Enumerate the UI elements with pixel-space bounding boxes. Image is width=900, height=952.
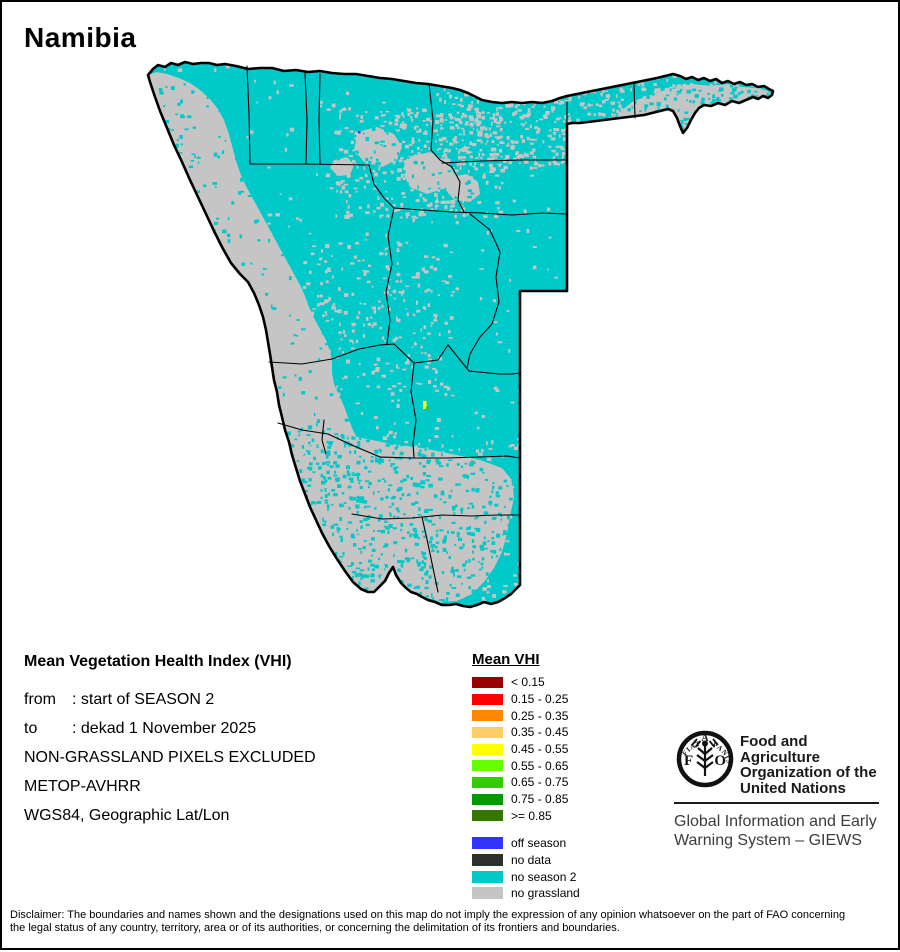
legend-row: off season xyxy=(472,835,580,852)
legend-label: no season 2 xyxy=(511,869,577,884)
legend-swatch xyxy=(472,760,503,772)
logo-slashes xyxy=(691,738,719,748)
legend-swatch xyxy=(472,726,503,738)
legend-label: 0.15 - 0.25 xyxy=(511,692,569,707)
legend-row: >= 0.85 xyxy=(472,808,568,825)
legend-row: 0.65 - 0.75 xyxy=(472,774,568,791)
legend-swatch xyxy=(472,837,503,850)
legend-swatch xyxy=(472,693,503,705)
legend-label: no grassland xyxy=(511,886,580,901)
fao-letter-f: F xyxy=(684,753,693,769)
info-line: METOP-AVHRR xyxy=(24,772,454,801)
info-line: NON-GRASSLAND PIXELS EXCLUDED xyxy=(24,743,454,772)
giews-name: Global Information and Early Warning Sys… xyxy=(674,813,877,850)
legend-label: 0.35 - 0.45 xyxy=(511,725,569,740)
legend-label: 0.25 - 0.35 xyxy=(511,708,569,723)
legend-swatch xyxy=(472,810,503,822)
legend-swatch xyxy=(472,743,503,755)
legend-row: 0.75 - 0.85 xyxy=(472,791,568,808)
fao-divider-line xyxy=(674,802,879,804)
map-raster-layer xyxy=(148,62,773,607)
info-heading: Mean Vegetation Health Index (VHI) xyxy=(24,653,292,670)
legend-swatch xyxy=(472,776,503,788)
fao-logo: F A O FIAT PANIS xyxy=(676,730,734,788)
fao-org-name: Food and Agriculture Organization of the… xyxy=(740,734,890,796)
status-legend: off season no data no season 2 no grassland xyxy=(472,835,580,902)
disclaimer-text: Disclaimer: The boundaries and names sho… xyxy=(10,909,846,934)
legend-label: off season xyxy=(511,836,567,851)
info-lines: from : start of SEASON 2 to : dekad 1 Novem… xyxy=(24,685,454,830)
vhi-anomaly-pixel-green xyxy=(426,407,429,410)
legend-swatch xyxy=(472,793,503,805)
info-line-label: from xyxy=(24,691,56,708)
legend-swatch xyxy=(472,676,503,688)
legend-row: no season 2 xyxy=(472,868,580,885)
vhi-legend: Mean VHI < 0.15 0.15 - 0.25 0.25 - 0.35 0.3… xyxy=(472,651,568,824)
legend-row: 0.45 - 0.55 xyxy=(472,741,568,758)
legend-row: 0.15 - 0.25 xyxy=(472,691,568,708)
legend-row: 0.55 - 0.65 xyxy=(472,757,568,774)
legend-label: 0.65 - 0.75 xyxy=(511,775,569,790)
region-boundaries xyxy=(246,65,636,593)
giews-line: Global Information and Early xyxy=(674,813,877,830)
vhi-legend-rows: < 0.15 0.15 - 0.25 0.25 - 0.35 0.35 - 0.45 0… xyxy=(472,674,568,824)
legend-heading: Mean VHI xyxy=(472,651,540,668)
legend-label: no data xyxy=(511,853,552,868)
legend-label: 0.55 - 0.65 xyxy=(511,758,569,773)
page-title: Namibia xyxy=(24,22,137,53)
wheat-grain xyxy=(702,740,708,747)
info-line-value: WGS84, Geographic Lat/Lon xyxy=(24,807,230,824)
legend-label: >= 0.85 xyxy=(511,808,552,823)
fao-letter-o: O xyxy=(714,753,726,769)
info-line-value: : start of SEASON 2 xyxy=(72,691,215,708)
fao-org-line: Organization of the xyxy=(740,764,877,781)
fao-letter-a: A xyxy=(701,733,709,744)
fao-org-line: United Nations xyxy=(740,779,846,797)
legend-swatch xyxy=(472,887,503,900)
legend-label: < 0.15 xyxy=(511,675,545,690)
legend-swatch xyxy=(472,870,503,883)
info-line-value: METOP-AVHRR xyxy=(24,778,141,795)
info-line-label: to xyxy=(24,720,38,737)
country-outline xyxy=(146,60,775,609)
info-line: to : dekad 1 November 2025 xyxy=(24,714,454,743)
legend-row: < 0.15 xyxy=(472,674,568,691)
wheat-ear-icon xyxy=(696,746,714,776)
legend-row: 0.35 - 0.45 xyxy=(472,724,568,741)
legend-label: 0.45 - 0.55 xyxy=(511,742,569,757)
legend-row: 0.25 - 0.35 xyxy=(472,707,568,724)
legend-swatch xyxy=(472,710,503,722)
legend-label: 0.75 - 0.85 xyxy=(511,792,569,807)
fao-org-line: Food and Agriculture xyxy=(740,733,821,766)
legend-row: no data xyxy=(472,852,580,869)
vhi-anomaly-pixel-yellow xyxy=(423,401,427,409)
map-info-block: Mean Vegetation Health Index (VHI) from:… xyxy=(24,653,454,830)
giews-line: Warning System – GIEWS xyxy=(674,831,862,849)
info-line-value: : dekad 1 November 2025 xyxy=(72,720,257,737)
off-season-pixel xyxy=(358,131,361,134)
info-line: from : start of SEASON 2 xyxy=(24,685,454,714)
info-line: WGS84, Geographic Lat/Lon xyxy=(24,801,454,830)
legend-swatch xyxy=(472,854,503,867)
info-line-value: NON-GRASSLAND PIXELS EXCLUDED xyxy=(24,749,316,766)
legend-row: no grassland xyxy=(472,885,580,902)
